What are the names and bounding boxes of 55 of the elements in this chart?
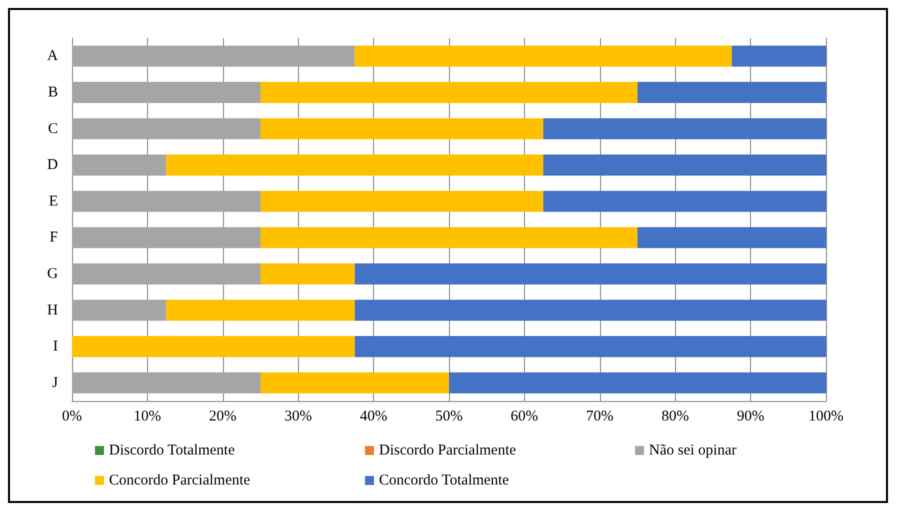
bar bbox=[260, 372, 449, 394]
x-tick-label: 100% bbox=[808, 408, 844, 424]
bar bbox=[543, 118, 826, 140]
bar bbox=[72, 154, 166, 176]
bar bbox=[732, 46, 826, 67]
x-tick-label: 0% bbox=[62, 408, 82, 424]
legend-label: Concordo Totalmente bbox=[379, 472, 510, 488]
y-tick-label: H bbox=[47, 302, 58, 318]
legend-label: Discordo Totalmente bbox=[109, 442, 236, 458]
bar bbox=[354, 46, 732, 67]
x-tick-label: 80% bbox=[661, 408, 689, 424]
y-tick-label: E bbox=[48, 193, 58, 210]
bar bbox=[72, 118, 260, 140]
bar bbox=[260, 82, 638, 103]
y-tick-label: G bbox=[47, 266, 58, 282]
bar bbox=[72, 82, 260, 103]
y-tick-label: B bbox=[48, 84, 58, 100]
y-tick-label: J bbox=[52, 374, 58, 391]
bar bbox=[72, 190, 260, 212]
x-tick-label: 20% bbox=[209, 408, 237, 424]
bar bbox=[260, 118, 544, 140]
x-tick-label: 90% bbox=[736, 408, 764, 424]
x-tick-label: 70% bbox=[586, 408, 614, 424]
bar bbox=[354, 300, 826, 321]
x-tick-label: 40% bbox=[360, 408, 388, 424]
bar bbox=[72, 227, 260, 248]
bar bbox=[638, 227, 826, 248]
x-tick-label: 30% bbox=[284, 408, 312, 424]
x-tick-label: 60% bbox=[510, 408, 538, 424]
bar bbox=[72, 263, 260, 284]
bar bbox=[543, 154, 826, 176]
bar bbox=[166, 154, 544, 176]
y-tick-label: A bbox=[47, 48, 58, 64]
bar bbox=[449, 372, 826, 394]
bar bbox=[260, 227, 638, 248]
bar bbox=[543, 190, 826, 212]
bar bbox=[260, 263, 355, 284]
y-tick-label: D bbox=[47, 157, 58, 174]
x-tick-label: 50% bbox=[435, 408, 463, 424]
x-tick-label: 10% bbox=[134, 408, 162, 424]
y-tick-label: I bbox=[53, 338, 58, 355]
bar bbox=[638, 82, 826, 103]
bar bbox=[354, 336, 826, 358]
legend-label: Concordo Parcialmente bbox=[109, 472, 251, 488]
legend-label: Não sei opinar bbox=[649, 442, 736, 458]
bar bbox=[354, 263, 826, 284]
bar bbox=[72, 336, 355, 358]
y-tick-label: C bbox=[48, 120, 58, 137]
bar bbox=[166, 300, 355, 321]
bar bbox=[72, 300, 166, 321]
bar bbox=[72, 372, 260, 394]
y-tick-label: F bbox=[50, 230, 58, 246]
legend-label: Discordo Parcialmente bbox=[379, 442, 516, 458]
bar bbox=[260, 190, 544, 212]
bar bbox=[72, 46, 355, 67]
